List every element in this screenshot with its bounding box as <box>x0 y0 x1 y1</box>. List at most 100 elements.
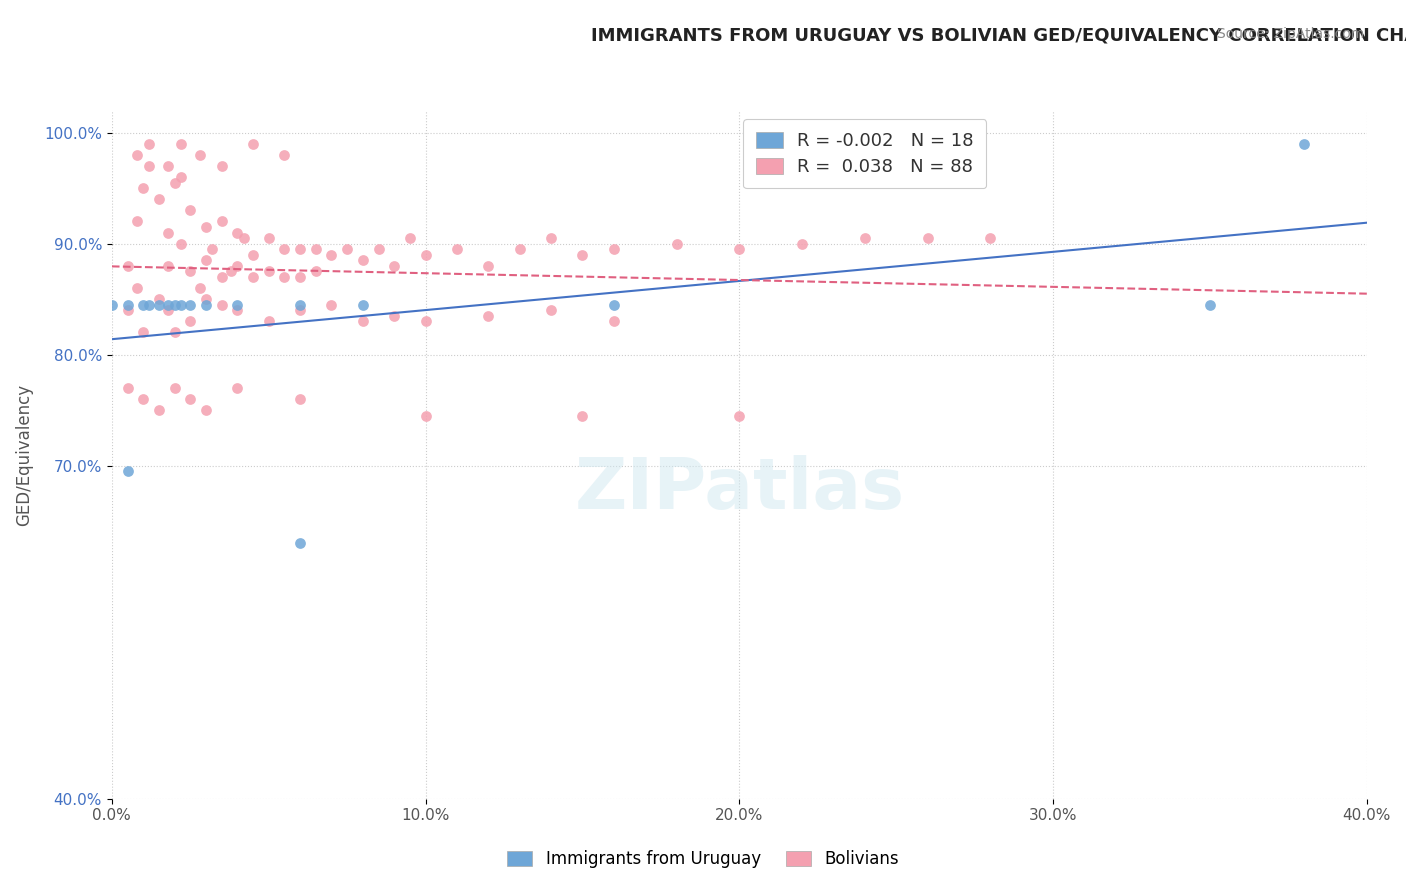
Point <box>509 242 531 256</box>
Point <box>853 231 876 245</box>
Point <box>101 298 124 312</box>
Point <box>132 392 155 406</box>
Point <box>148 298 170 312</box>
Point <box>226 259 249 273</box>
Point <box>415 314 437 328</box>
Point <box>288 303 311 318</box>
Point <box>305 242 328 256</box>
Point <box>148 292 170 306</box>
Point <box>194 219 217 234</box>
Point <box>352 314 374 328</box>
Point <box>367 242 389 256</box>
Point <box>288 242 311 256</box>
Point <box>399 231 422 245</box>
Point <box>242 270 264 285</box>
Point <box>1292 136 1315 151</box>
Point <box>163 326 186 340</box>
Point <box>242 248 264 262</box>
Point <box>148 192 170 206</box>
Point <box>273 270 295 285</box>
Point <box>117 298 139 312</box>
Point <box>211 214 233 228</box>
Point <box>170 298 193 312</box>
Legend: Immigrants from Uruguay, Bolivians: Immigrants from Uruguay, Bolivians <box>501 844 905 875</box>
Point <box>194 403 217 417</box>
Point <box>1199 298 1222 312</box>
Point <box>728 409 751 423</box>
Point <box>163 176 186 190</box>
Point <box>138 298 160 312</box>
Point <box>125 214 148 228</box>
Point <box>125 281 148 295</box>
Point <box>211 159 233 173</box>
Point <box>571 248 593 262</box>
Point <box>540 303 562 318</box>
Point <box>117 381 139 395</box>
Point <box>226 298 249 312</box>
Point <box>194 298 217 312</box>
Point <box>138 159 160 173</box>
Point <box>170 136 193 151</box>
Point <box>219 264 242 278</box>
Point <box>117 259 139 273</box>
Point <box>288 270 311 285</box>
Point <box>288 536 311 550</box>
Point <box>665 236 688 251</box>
Point <box>170 169 193 184</box>
Point <box>352 253 374 268</box>
Point <box>336 242 359 256</box>
Point <box>257 314 280 328</box>
Point <box>157 226 180 240</box>
Point <box>273 242 295 256</box>
Point <box>179 392 201 406</box>
Point <box>415 248 437 262</box>
Point <box>257 264 280 278</box>
Point <box>288 392 311 406</box>
Point <box>188 148 211 162</box>
Point <box>157 303 180 318</box>
Point <box>132 181 155 195</box>
Point <box>179 264 201 278</box>
Point <box>194 253 217 268</box>
Point <box>132 298 155 312</box>
Point <box>917 231 939 245</box>
Point <box>138 136 160 151</box>
Point <box>179 203 201 218</box>
Point <box>226 303 249 318</box>
Point <box>382 309 405 323</box>
Point <box>446 242 468 256</box>
Point <box>257 231 280 245</box>
Point <box>305 264 328 278</box>
Point <box>132 326 155 340</box>
Legend: R = -0.002   N = 18, R =  0.038   N = 88: R = -0.002 N = 18, R = 0.038 N = 88 <box>744 120 987 188</box>
Point <box>163 298 186 312</box>
Point <box>321 248 343 262</box>
Point <box>273 148 295 162</box>
Point <box>226 226 249 240</box>
Point <box>117 464 139 478</box>
Point <box>232 231 254 245</box>
Point <box>148 403 170 417</box>
Point <box>603 298 626 312</box>
Point <box>477 309 499 323</box>
Point <box>157 298 180 312</box>
Point <box>603 242 626 256</box>
Point <box>603 314 626 328</box>
Point <box>179 314 201 328</box>
Point <box>242 136 264 151</box>
Point <box>157 159 180 173</box>
Point <box>571 409 593 423</box>
Point <box>477 259 499 273</box>
Point <box>201 242 224 256</box>
Text: Source: ZipAtlas.com: Source: ZipAtlas.com <box>1216 27 1364 41</box>
Point <box>125 148 148 162</box>
Point <box>117 303 139 318</box>
Point <box>163 381 186 395</box>
Point <box>194 292 217 306</box>
Text: IMMIGRANTS FROM URUGUAY VS BOLIVIAN GED/EQUIVALENCY CORRELATION CHART: IMMIGRANTS FROM URUGUAY VS BOLIVIAN GED/… <box>591 27 1406 45</box>
Point <box>728 242 751 256</box>
Point <box>179 298 201 312</box>
Point <box>790 236 813 251</box>
Point <box>382 259 405 273</box>
Point <box>157 259 180 273</box>
